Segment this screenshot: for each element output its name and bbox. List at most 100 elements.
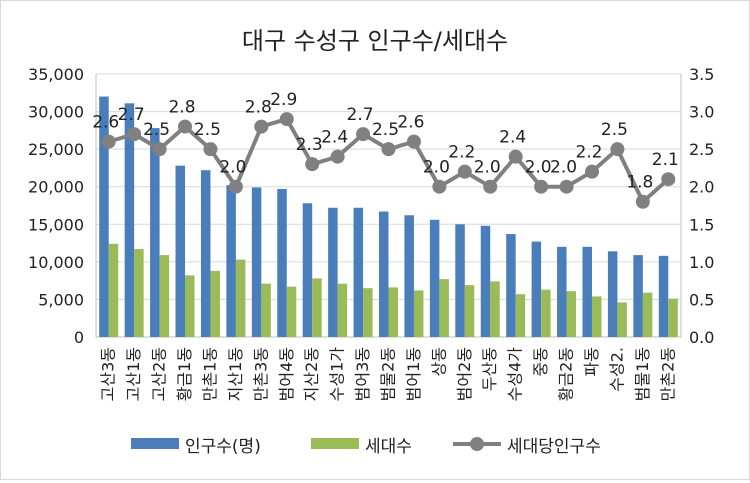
- bar-population: [99, 96, 109, 338]
- x-tick-label: 고산3동: [99, 347, 118, 401]
- left-tick-label: 15,000: [28, 215, 84, 234]
- line-point: [127, 127, 142, 142]
- bar-population: [455, 224, 465, 337]
- bar-households: [642, 292, 653, 337]
- right-tick-label: 1.0: [689, 253, 714, 272]
- line-point: [584, 164, 599, 179]
- data-label: 2.2: [448, 143, 475, 163]
- data-label: 2.5: [143, 120, 170, 140]
- data-label: 2.0: [550, 158, 577, 178]
- bar-households: [541, 289, 551, 337]
- x-tick-label: 파동: [582, 347, 601, 376]
- right-tick-label: 3.5: [689, 65, 714, 84]
- bar-population: [404, 215, 414, 337]
- right-tick-label: 0.0: [689, 328, 714, 347]
- line-point: [483, 179, 498, 194]
- data-label: 2.6: [92, 113, 119, 133]
- legend-label-population: 인구수(명): [185, 437, 261, 457]
- data-label: 2.0: [474, 158, 501, 178]
- x-tick-label: 수성2.: [607, 347, 626, 392]
- legend-label-households: 세대수: [365, 437, 412, 457]
- x-tick-label: 범어1동: [404, 347, 423, 401]
- line-point: [330, 149, 345, 164]
- bar-households: [261, 283, 271, 337]
- line-point: [457, 164, 472, 179]
- data-label: 2.5: [372, 120, 399, 140]
- x-tick-label: 범어3동: [353, 347, 372, 401]
- line-point: [228, 179, 243, 194]
- data-label: 2.0: [219, 158, 246, 178]
- bar-series: [99, 96, 678, 338]
- x-tick-label: 만촌2동: [658, 347, 677, 401]
- data-label: 2.4: [321, 128, 348, 148]
- line-point: [254, 119, 269, 134]
- bar-population: [251, 187, 262, 337]
- x-tick-label: 중동: [531, 347, 550, 376]
- line-point: [559, 179, 574, 194]
- line-point: [508, 149, 523, 164]
- data-label: 2.8: [245, 98, 272, 118]
- line-point: [534, 179, 549, 194]
- bar-households: [591, 296, 602, 337]
- data-label: 2.5: [601, 120, 628, 140]
- bar-population: [226, 185, 236, 337]
- legend-label-ratio: 세대당인구수: [507, 437, 601, 457]
- bar-households: [566, 291, 577, 337]
- right-tick-label: 2.5: [689, 140, 714, 159]
- line-series: 2.62.72.52.82.52.02.82.92.32.42.72.52.62…: [92, 90, 679, 209]
- bar-population: [480, 225, 491, 337]
- left-tick-label: 10,000: [28, 253, 84, 272]
- x-tick-label: 고산2동: [150, 347, 169, 401]
- legend-swatch-population: [131, 438, 179, 449]
- x-tick-label: 수성1가: [328, 347, 347, 402]
- bar-households: [413, 290, 424, 337]
- line-point: [661, 172, 676, 187]
- bar-households: [515, 294, 526, 337]
- data-label: 2.3: [296, 135, 323, 155]
- bar-households: [108, 243, 119, 337]
- left-axis: 0 5,000 10,000 15,000 20,000 25,000 30,000 35,0…: [28, 65, 97, 347]
- bar-households: [312, 278, 322, 337]
- bar-households: [185, 275, 195, 337]
- bar-households: [668, 298, 678, 337]
- line-point: [432, 179, 447, 194]
- right-tick-label: 3.0: [689, 103, 714, 122]
- data-label: 2.0: [525, 158, 552, 178]
- bar-households: [439, 279, 449, 337]
- data-label: 2.6: [397, 113, 424, 133]
- line-point: [203, 142, 218, 157]
- bar-population: [557, 246, 567, 337]
- right-tick-label: 2.0: [689, 178, 714, 197]
- data-label: 2.7: [347, 105, 374, 125]
- line-point: [381, 142, 396, 157]
- line-point: [101, 134, 116, 149]
- bar-population: [124, 103, 135, 337]
- bar-households: [159, 255, 170, 337]
- right-tick-label: 1.5: [689, 215, 714, 234]
- line-point: [279, 112, 294, 127]
- left-tick-label: 30,000: [28, 103, 84, 122]
- data-label: 2.0: [423, 158, 450, 178]
- line-point: [178, 119, 193, 134]
- x-tick-label: 범물2동: [379, 347, 398, 401]
- legend-swatch-households: [311, 438, 359, 449]
- bar-households: [134, 249, 144, 337]
- bar-population: [379, 211, 389, 337]
- bar-households: [388, 287, 398, 337]
- bar-population: [328, 207, 338, 337]
- bar-population: [302, 203, 313, 337]
- x-tick-label: 황금1동: [175, 347, 194, 401]
- x-tick-label: 상동: [429, 347, 448, 376]
- bar-households: [286, 286, 297, 337]
- bar-households: [490, 281, 500, 337]
- bar-population: [658, 255, 669, 337]
- left-tick-label: 5,000: [38, 290, 84, 309]
- bar-population: [582, 246, 592, 337]
- bar-population: [353, 207, 364, 337]
- x-tick-label: 수성4가: [506, 347, 525, 402]
- line-point: [610, 142, 625, 157]
- x-tick-label: 지산2동: [302, 347, 321, 401]
- line-point: [406, 134, 421, 149]
